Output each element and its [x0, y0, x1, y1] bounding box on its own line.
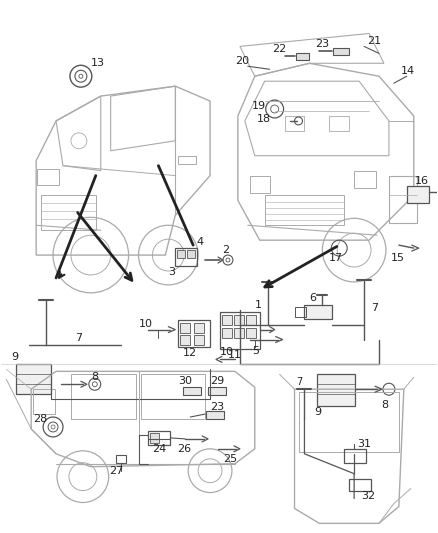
Text: 23: 23 — [210, 402, 224, 412]
Bar — [304, 305, 332, 319]
Bar — [148, 431, 170, 445]
Text: 1: 1 — [255, 300, 262, 310]
Text: 18: 18 — [257, 114, 271, 124]
Bar — [246, 328, 256, 337]
Bar — [33, 389, 55, 414]
Text: 8: 8 — [91, 372, 98, 382]
Bar — [178, 156, 196, 164]
Bar — [234, 314, 244, 325]
Text: 9: 9 — [11, 352, 18, 362]
Bar — [234, 328, 244, 337]
Bar — [41, 196, 96, 230]
Text: 10: 10 — [138, 319, 152, 329]
Bar — [300, 392, 399, 452]
Text: 3: 3 — [168, 267, 175, 277]
Text: 22: 22 — [272, 44, 286, 54]
Bar — [175, 248, 197, 266]
Bar — [265, 196, 344, 225]
Bar — [183, 387, 201, 395]
Text: 20: 20 — [235, 56, 249, 66]
Bar — [294, 307, 307, 317]
Text: 14: 14 — [401, 66, 415, 76]
Bar — [208, 387, 226, 395]
Bar — [206, 411, 224, 419]
Text: 12: 12 — [183, 349, 198, 359]
Bar — [194, 335, 204, 344]
Text: 4: 4 — [196, 237, 203, 247]
Bar — [178, 320, 210, 348]
Bar — [71, 374, 135, 419]
Bar — [180, 322, 190, 333]
Bar — [187, 250, 195, 258]
Bar — [150, 433, 159, 443]
Text: 7: 7 — [371, 303, 378, 313]
Text: 6: 6 — [309, 293, 316, 303]
Bar — [180, 335, 190, 344]
Bar — [349, 479, 371, 490]
Text: 16: 16 — [415, 175, 429, 185]
Text: 23: 23 — [315, 39, 329, 50]
Text: 27: 27 — [109, 466, 123, 475]
Text: 19: 19 — [252, 101, 266, 111]
Text: 2: 2 — [222, 245, 229, 255]
Text: 10: 10 — [220, 348, 234, 358]
Bar — [246, 314, 256, 325]
Text: 7: 7 — [297, 377, 303, 387]
Bar — [220, 312, 260, 350]
Bar — [250, 175, 270, 193]
Bar — [329, 116, 349, 131]
Bar — [354, 171, 376, 189]
Text: 9: 9 — [314, 407, 321, 417]
Bar — [177, 250, 185, 258]
Bar — [344, 449, 366, 463]
Text: 5: 5 — [252, 346, 259, 357]
Text: 26: 26 — [177, 444, 191, 454]
Bar — [37, 168, 59, 184]
Text: 21: 21 — [367, 36, 381, 46]
Bar — [285, 116, 304, 131]
Bar — [333, 49, 349, 55]
Text: 8: 8 — [381, 400, 388, 410]
Text: 31: 31 — [357, 439, 371, 449]
Text: 13: 13 — [91, 58, 105, 68]
Text: 17: 17 — [329, 253, 343, 263]
Text: 24: 24 — [152, 444, 167, 454]
Text: 7: 7 — [75, 333, 82, 343]
Bar — [194, 322, 204, 333]
Text: 29: 29 — [210, 376, 224, 386]
Bar — [296, 53, 309, 60]
Text: 32: 32 — [361, 490, 375, 500]
Bar — [222, 314, 232, 325]
Bar — [407, 185, 429, 204]
Bar — [16, 365, 51, 394]
Bar — [318, 374, 355, 406]
Text: 30: 30 — [178, 376, 192, 386]
Text: 11: 11 — [228, 350, 242, 360]
Text: 15: 15 — [391, 253, 405, 263]
Bar — [141, 374, 205, 419]
Bar — [116, 455, 126, 463]
Bar — [222, 328, 232, 337]
Bar — [389, 175, 417, 223]
Text: 28: 28 — [33, 414, 47, 424]
Text: 25: 25 — [223, 454, 237, 464]
